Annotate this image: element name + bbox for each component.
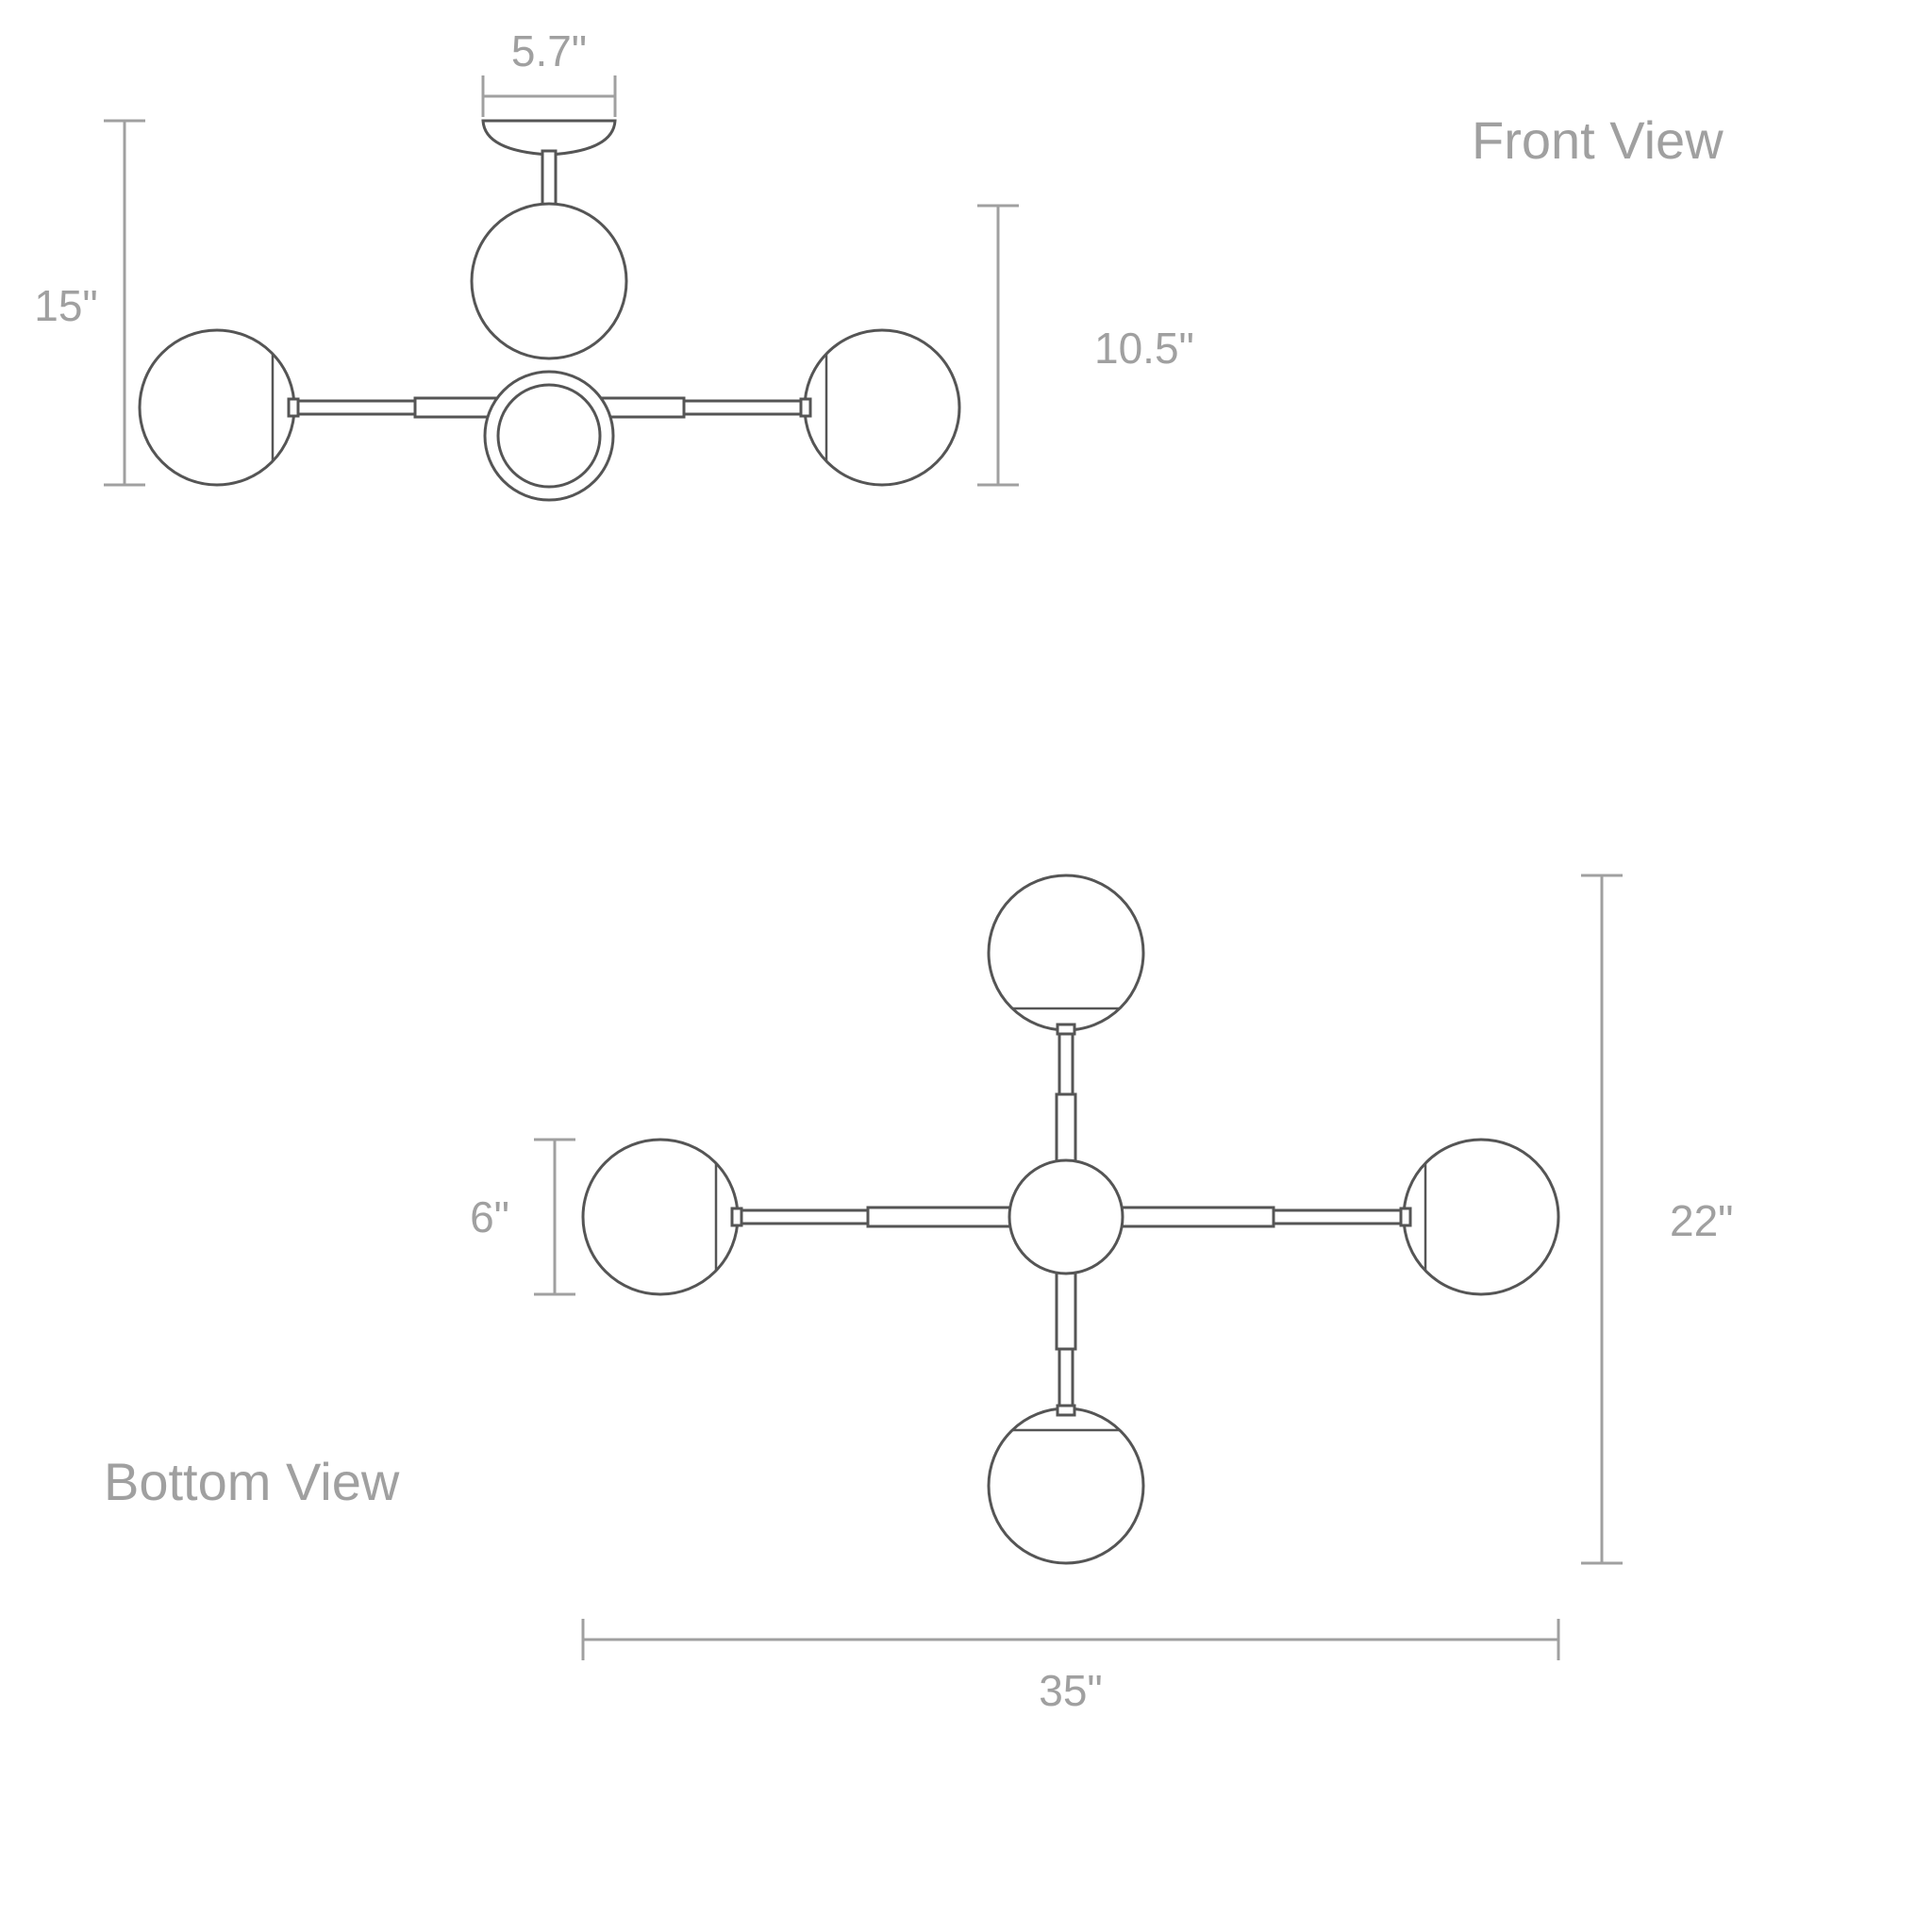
dim-globe-diameter: 6"	[470, 1140, 575, 1294]
front-center-ring-inner	[498, 385, 600, 487]
dim-canopy-width: 5.7"	[483, 26, 615, 117]
dim-drop-height: 10.5"	[977, 206, 1194, 485]
front-view-group: 5.7" 15" 10.5" Front View	[34, 26, 1724, 500]
dim-total-depth: 22"	[1581, 875, 1734, 1563]
dim-canopy-width-label: 5.7"	[511, 26, 587, 75]
bottom-view-label: Bottom View	[104, 1452, 400, 1511]
dim-total-width-label: 35"	[1039, 1666, 1103, 1715]
front-globe-right	[801, 330, 959, 485]
dim-drop-height-label: 10.5"	[1094, 324, 1194, 373]
bottom-globe-center	[1009, 1160, 1123, 1274]
bottom-globe-right	[1401, 1140, 1558, 1294]
bottom-view-group: 6" 22" 35" Bottom View	[104, 875, 1734, 1715]
front-globe-left	[140, 330, 298, 485]
bottom-globe-top	[989, 875, 1143, 1034]
dim-total-width: 35"	[583, 1619, 1558, 1715]
dim-total-height-label: 15"	[34, 281, 98, 330]
dim-total-depth-label: 22"	[1670, 1196, 1734, 1245]
bottom-globe-left	[583, 1140, 741, 1294]
front-view-label: Front View	[1472, 110, 1724, 170]
technical-drawing: 5.7" 15" 10.5" Front View	[0, 0, 1932, 1932]
bottom-globe-bottom	[989, 1406, 1143, 1563]
front-globe-top	[472, 204, 626, 358]
dim-total-height: 15"	[34, 121, 145, 485]
dim-globe-diameter-label: 6"	[470, 1192, 509, 1241]
